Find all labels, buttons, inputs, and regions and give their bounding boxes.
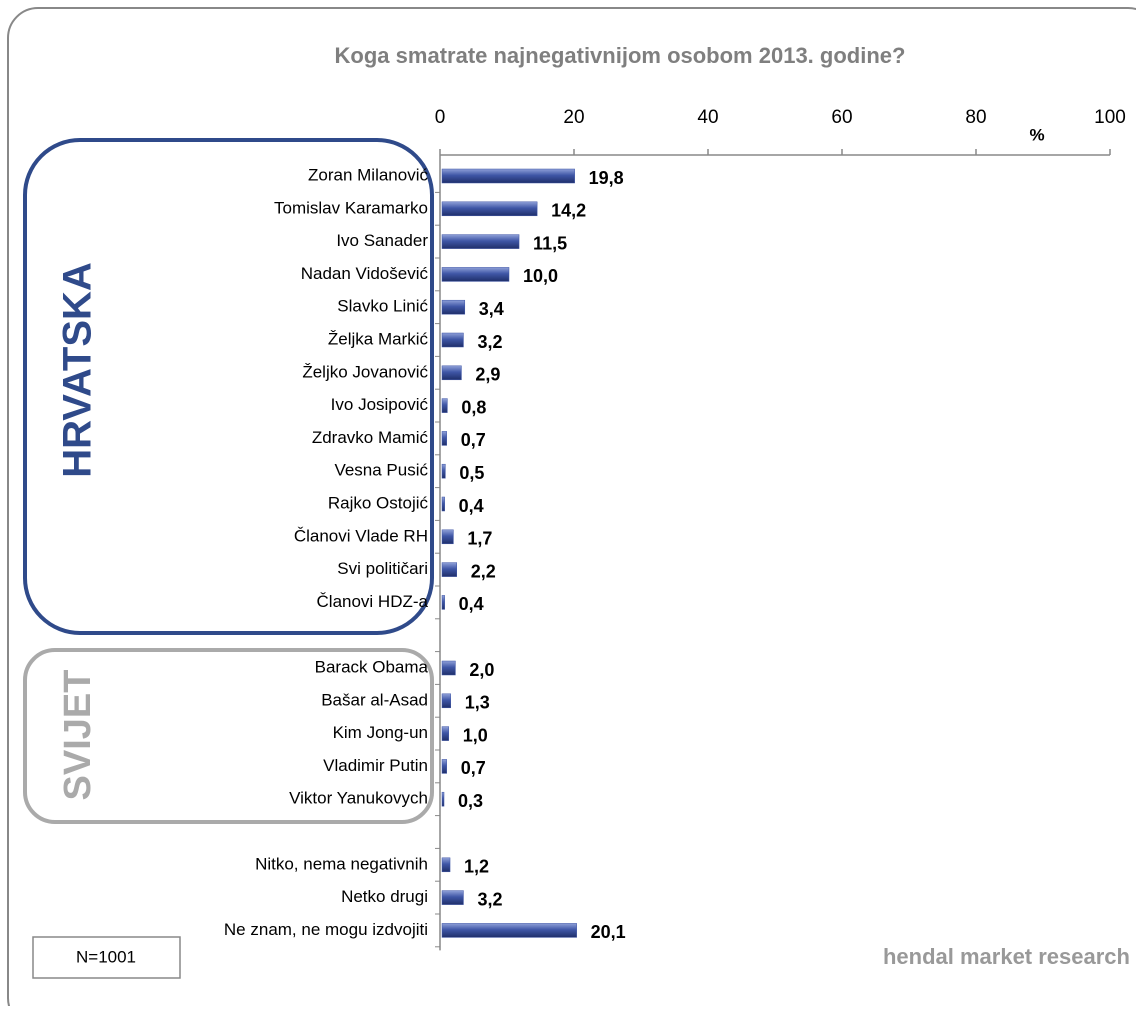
value-label: 0,7: [461, 758, 486, 778]
bar: [441, 660, 456, 676]
value-label: 2,9: [475, 365, 500, 385]
value-label: 1,0: [463, 725, 488, 745]
logo: hendal market research: [883, 944, 1130, 969]
y-tick-label: Ivo Josipović: [331, 395, 429, 414]
group-label: SVIJET: [57, 670, 99, 801]
y-tick-label: Zdravko Mamić: [312, 428, 429, 447]
bar: [441, 168, 575, 184]
y-tick-label: Kim Jong-un: [333, 723, 428, 742]
y-tick-label: Zoran Milanović: [308, 165, 428, 184]
y-tick-label: Tomislav Karamarko: [274, 198, 428, 217]
bar: [441, 759, 447, 774]
y-tick-label: Vesna Pusić: [334, 461, 428, 480]
y-tick-label: Rajko Ostojić: [328, 493, 429, 512]
value-label: 1,7: [467, 529, 492, 549]
y-tick-label: Željka Markić: [328, 329, 429, 348]
value-label: 19,8: [589, 168, 624, 188]
frame: [7, 7, 1136, 1011]
bar: [441, 267, 510, 282]
bar: [441, 332, 464, 348]
bar: [441, 726, 449, 741]
y-tick-label: Nitko, nema negativnih: [255, 854, 428, 873]
x-tick-label: 100: [1094, 107, 1126, 128]
bar: [441, 857, 451, 873]
bar: [441, 398, 448, 413]
group-box: [23, 138, 434, 635]
x-tick-label: 80: [965, 107, 986, 128]
y-tick-label: Željko Jovanović: [302, 362, 428, 381]
note-box: [32, 936, 181, 979]
value-label: 14,2: [551, 201, 586, 221]
bar: [441, 890, 464, 905]
y-tick-label: Viktor Yanukovych: [289, 789, 428, 808]
y-tick-label: Članovi Vlade RH: [294, 526, 428, 545]
group-box: [23, 648, 434, 824]
y-tick-label: Ivo Sanader: [336, 231, 428, 250]
bar: [441, 923, 577, 938]
y-tick-label: Nadan Vidošević: [301, 264, 429, 283]
bar: [441, 562, 457, 577]
y-tick-label: Barack Obama: [315, 657, 429, 676]
value-label: 0,4: [459, 496, 484, 516]
bar: [441, 201, 538, 217]
bar: [441, 595, 445, 610]
x-tick-label: 60: [831, 107, 852, 128]
value-label: 11,5: [533, 233, 567, 253]
value-label: 0,5: [459, 463, 484, 483]
value-label: 0,8: [461, 397, 486, 417]
bar: [441, 431, 447, 446]
value-label: 2,2: [471, 561, 496, 581]
bar: [441, 234, 520, 249]
y-tick-label: Slavko Linić: [337, 297, 428, 316]
note: N=1001: [76, 947, 136, 966]
value-label: 1,3: [465, 693, 490, 713]
bar: [441, 496, 445, 512]
value-label: 20,1: [591, 922, 626, 942]
y-tick-label: Ne znam, ne mogu izdvojiti: [224, 920, 428, 939]
value-label: 3,4: [479, 299, 504, 319]
y-tick-label: Članovi HDZ-a: [317, 592, 429, 611]
y-tick-label: Vladimir Putin: [323, 756, 428, 775]
x-tick-label: 0: [435, 107, 446, 128]
value-label: 0,4: [459, 594, 484, 614]
bar: [441, 693, 451, 709]
value-label: 2,0: [469, 660, 494, 680]
chart-title: Koga smatrate najnegativnijom osobom 201…: [335, 43, 906, 68]
y-tick-label: Bašar al-Asad: [321, 690, 428, 709]
value-label: 3,2: [477, 889, 502, 909]
bar: [441, 529, 454, 545]
value-label: 3,2: [477, 332, 502, 352]
value-label: 0,7: [461, 430, 486, 450]
bar: [441, 463, 446, 479]
x-tick-label: 20: [563, 107, 584, 128]
y-tick-label: Svi političari: [337, 559, 428, 578]
bar: [441, 791, 445, 807]
x-tick-label: 40: [697, 107, 718, 128]
group-label: HRVATSKA: [56, 262, 100, 478]
value-label: 0,3: [458, 791, 483, 811]
bar: [441, 365, 462, 381]
value-label: 10,0: [523, 266, 558, 286]
bar: [441, 299, 466, 315]
value-label: 1,2: [464, 857, 489, 877]
y-tick-label: Netko drugi: [341, 887, 428, 906]
axis-unit: %: [1029, 125, 1044, 144]
